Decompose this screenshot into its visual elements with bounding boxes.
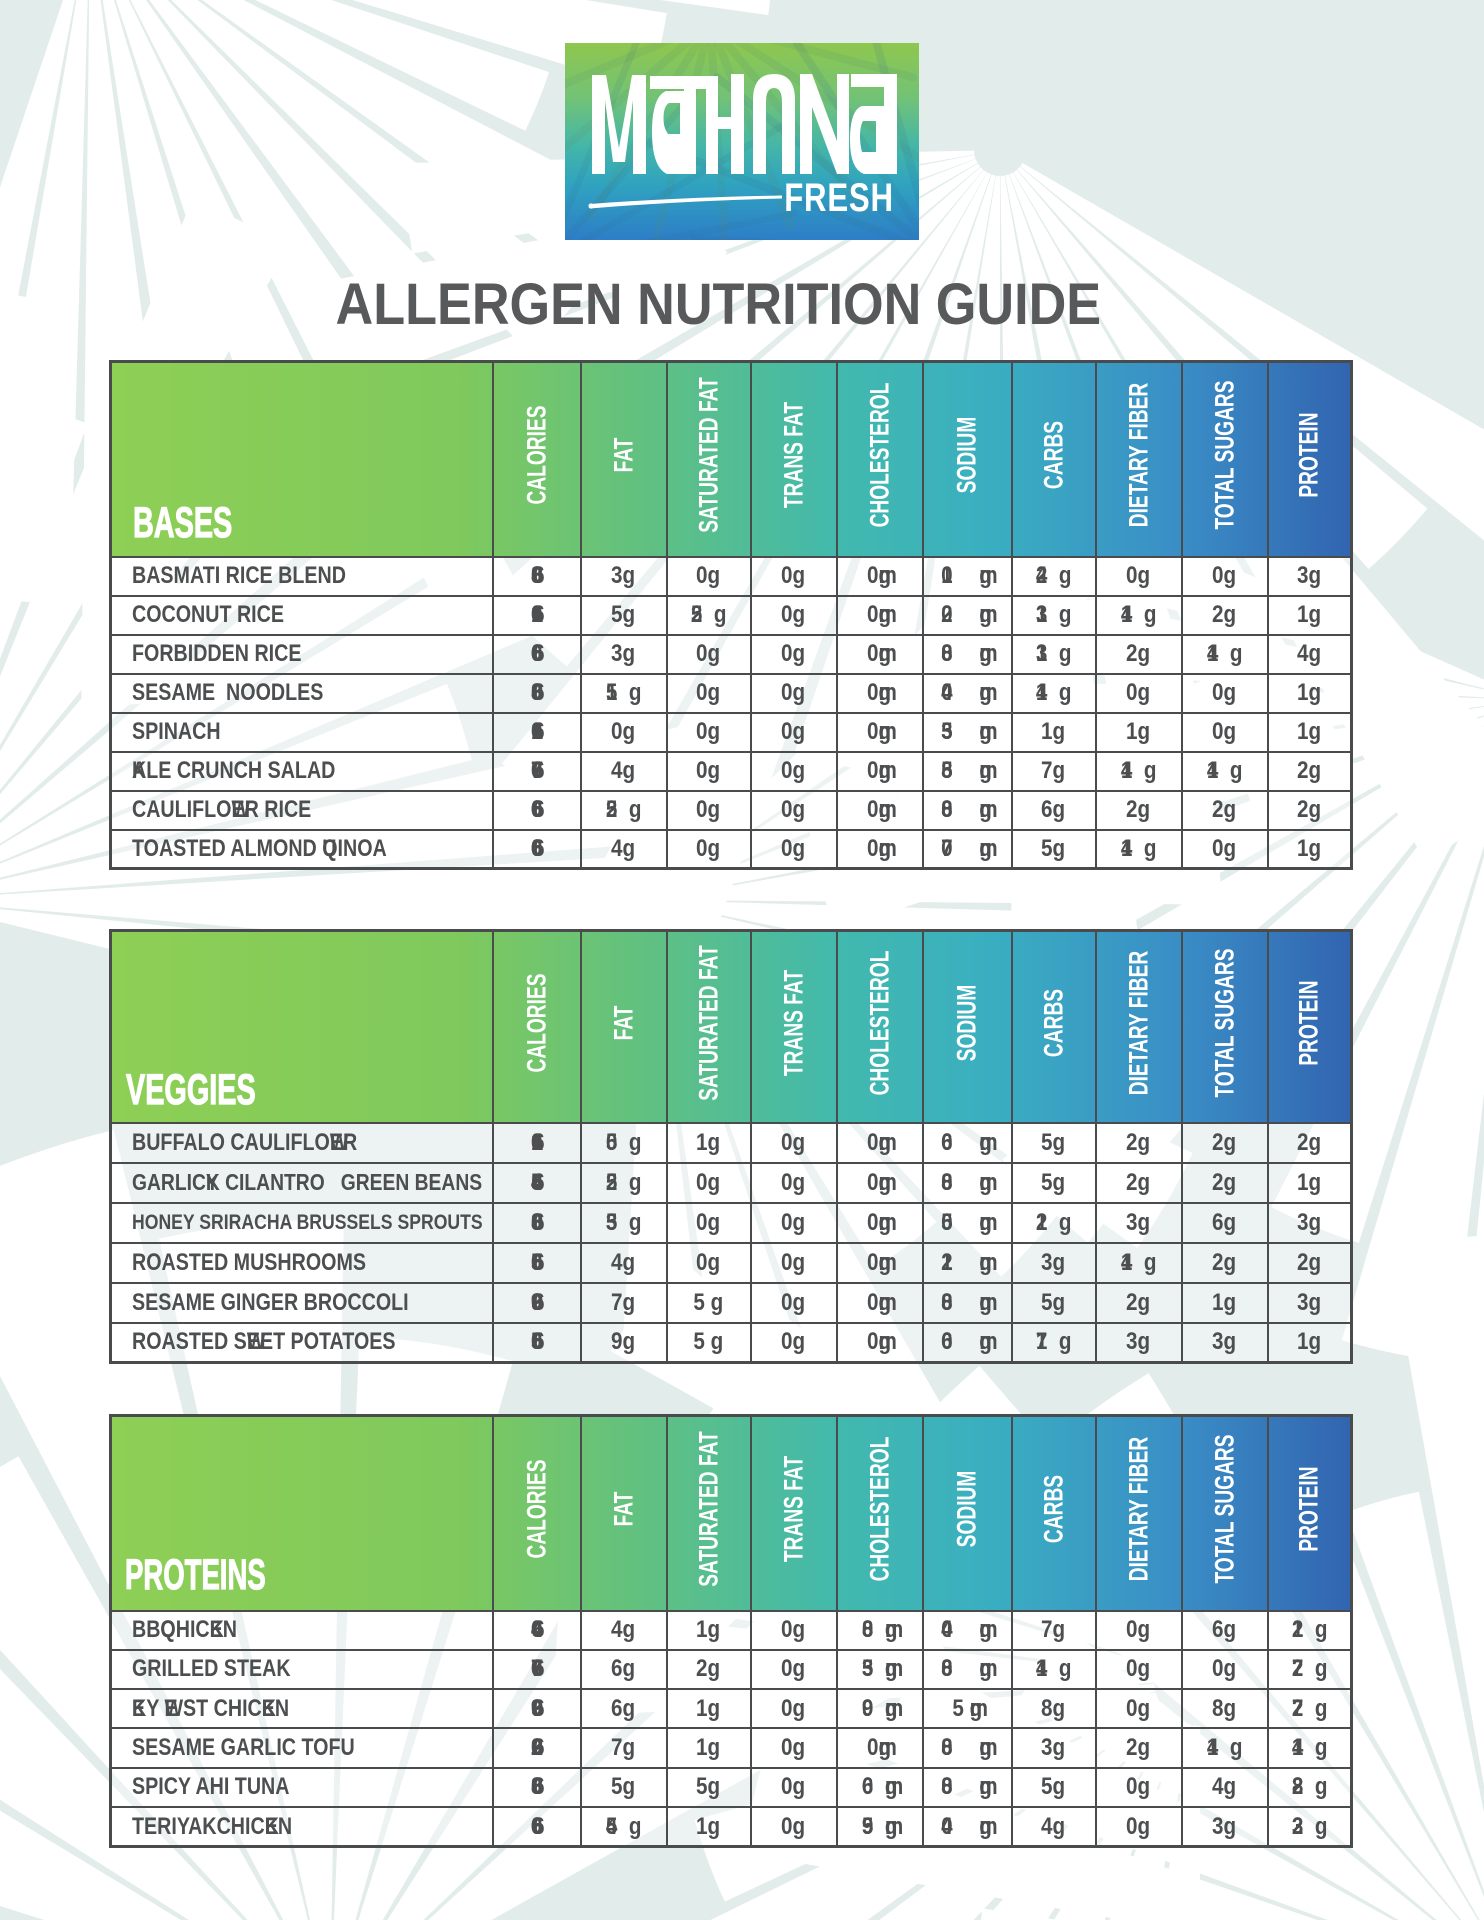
svg-text:FRESH: FRESH — [784, 175, 894, 220]
